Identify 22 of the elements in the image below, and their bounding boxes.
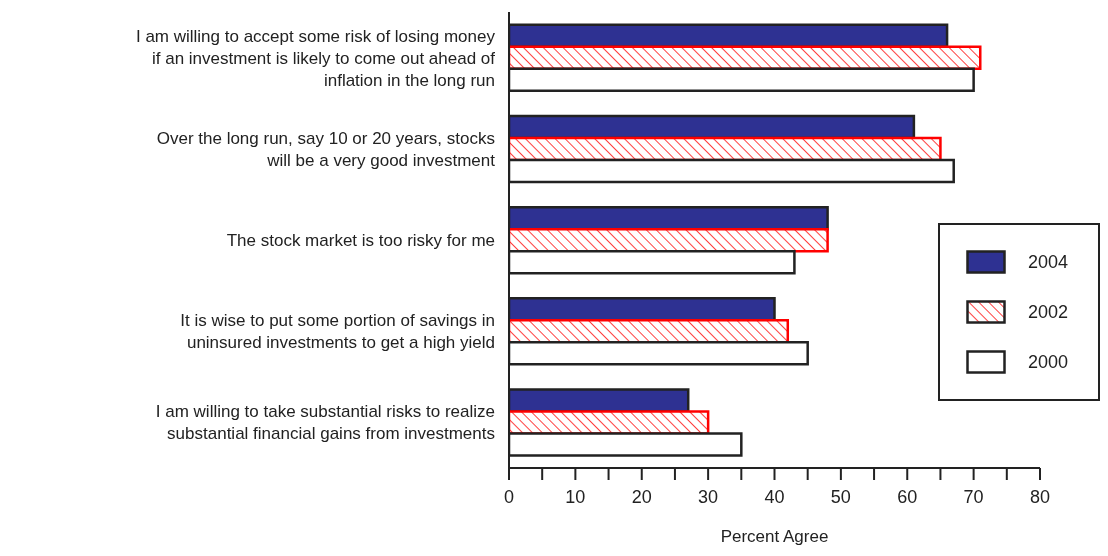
legend-label: 2004 xyxy=(1028,251,1069,273)
bar xyxy=(509,227,829,253)
y-tick-label: I am willing to accept some risk of losing money if an investment is likely to come out ahead of inflation in the long run xyxy=(135,26,496,90)
bar xyxy=(509,136,942,162)
bar xyxy=(509,319,790,344)
bar xyxy=(509,45,982,71)
legend-label: 2002 xyxy=(1028,301,1069,323)
y-tick-label: Over the long run, say 10 or 20 years, stocks will be a very good investment xyxy=(156,128,496,170)
x-tick-label: 20 xyxy=(631,486,652,507)
x-tick-label: 70 xyxy=(963,486,984,507)
x-tick-label: 30 xyxy=(698,486,719,507)
x-tick-label: 40 xyxy=(764,486,785,507)
legend-label: 2000 xyxy=(1028,351,1069,373)
x-tick-label: 10 xyxy=(565,486,586,507)
x-tick-label: 0 xyxy=(503,486,515,507)
y-tick-label: I am willing to take substantial risks to realize substantial financial gains from investments xyxy=(155,402,495,444)
y-tick-label: The stock market is too risky for me xyxy=(226,230,495,250)
x-tick-label: 50 xyxy=(830,486,851,507)
x-tick-label: 60 xyxy=(897,486,918,507)
y-tick-label: It is wise to put some portion of savings in uninsured investments to get a high yield xyxy=(180,311,495,353)
x-axis-title: Percent Agree xyxy=(720,527,829,546)
x-tick-label: 80 xyxy=(1029,486,1051,507)
